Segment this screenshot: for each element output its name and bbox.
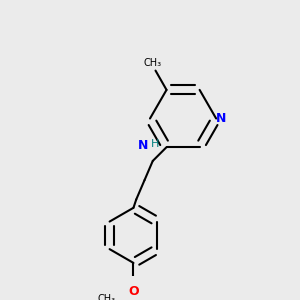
Text: CH₃: CH₃ [144, 58, 162, 68]
Text: O: O [128, 285, 139, 298]
Text: N: N [216, 112, 226, 125]
Text: N: N [138, 139, 148, 152]
Text: CH₃: CH₃ [98, 294, 116, 300]
Text: H: H [151, 140, 160, 149]
